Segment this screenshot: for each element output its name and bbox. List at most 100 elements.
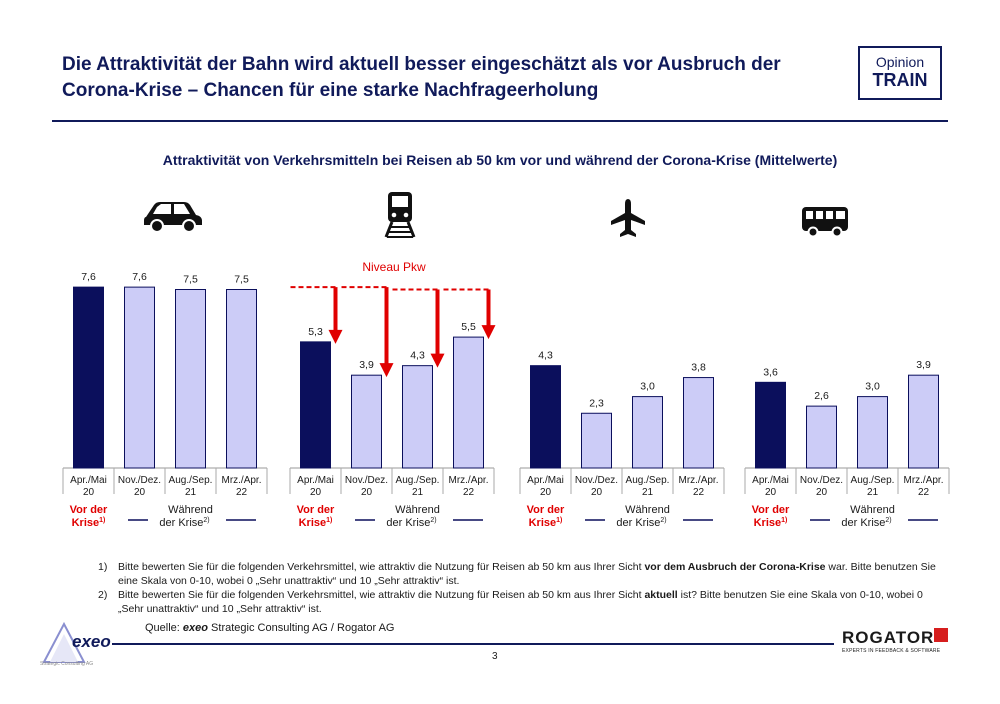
bar-group-4-3 [857, 396, 888, 469]
data-label-group-2-3: 4,3 [410, 350, 425, 362]
bar-group-4-4 [908, 374, 939, 469]
category-label-year: 22 [463, 487, 475, 498]
rogator-logo: ROGATOR [842, 628, 935, 647]
opinion-train-badge: Opinion TRAIN [858, 46, 942, 100]
bar-group-4-2 [806, 405, 837, 469]
category-label-year: 20 [310, 487, 322, 498]
data-label-group-2-1: 5,3 [308, 326, 323, 338]
legend-before-sup: 1) [556, 517, 562, 524]
bar-group-2-2 [351, 374, 382, 469]
page-number: 3 [492, 651, 498, 662]
source-brand: exeo [182, 622, 208, 634]
gap-arrow-head-2 [379, 363, 394, 378]
category-label: Mrz./Apr. [678, 475, 718, 486]
data-label-group-4-3: 3,0 [865, 381, 880, 393]
legend-before-line1: Vor der [527, 504, 565, 516]
category-label-year: 21 [185, 487, 197, 498]
legend-during-line1: Während [168, 504, 213, 516]
plane-icon [611, 199, 645, 237]
bar-group-3-3 [632, 396, 663, 469]
data-label-group-4-2: 2,6 [814, 390, 829, 402]
data-label-group-1-2: 7,6 [132, 271, 147, 283]
legend-before-line1: Vor der [70, 504, 108, 516]
category-label-year: 22 [693, 487, 705, 498]
category-label: Nov./Dez. [800, 475, 843, 486]
category-label-year: 20 [83, 487, 95, 498]
category-label: Aug./Sep. [626, 475, 670, 486]
bar-group-2-4 [453, 336, 484, 469]
source-prefix: Quelle: [145, 622, 183, 634]
category-label: Mrz./Apr. [903, 475, 943, 486]
legend-before-sup: 1) [326, 517, 332, 524]
category-label: Apr./Mai [752, 475, 789, 486]
data-label-group-1-1: 7,6 [81, 271, 96, 283]
legend-during-sup: 2) [660, 517, 666, 524]
data-label-group-1-3: 7,5 [183, 274, 198, 286]
legend-during-sup: 2) [430, 517, 436, 524]
gap-arrow-head-3 [430, 353, 445, 368]
data-label-group-4-4: 3,9 [916, 359, 931, 371]
bar-group-3-2 [581, 412, 612, 469]
category-label-year: 20 [540, 487, 552, 498]
category-label: Mrz./Apr. [448, 475, 488, 486]
bus-icon [802, 207, 848, 237]
rogator-logo-mark [934, 628, 948, 642]
bar-group-1-2 [124, 286, 155, 469]
category-label-year: 21 [412, 487, 424, 498]
footnote-1-bold: vor dem Ausbruch der Corona-Krise [644, 561, 826, 573]
legend-during-sup: 2) [885, 517, 891, 524]
bar-group-1-4 [226, 289, 257, 469]
legend-before-line1: Vor der [297, 504, 335, 516]
legend-during-line2: der Krise2) [159, 517, 209, 529]
category-label: Aug./Sep. [169, 475, 213, 486]
legend-before-sup: 1) [781, 517, 787, 524]
exeo-logo-text: exeo [72, 632, 111, 651]
bar-group-4-1 [755, 381, 786, 469]
data-label-group-3-3: 3,0 [640, 381, 655, 393]
legend-before-sup: 1) [99, 517, 105, 524]
footnote-1: 1) Bitte bewerten Sie für die folgenden … [98, 560, 948, 588]
data-label-group-2-2: 3,9 [359, 359, 374, 371]
data-label-group-1-4: 7,5 [234, 274, 249, 286]
category-label: Apr./Mai [297, 475, 334, 486]
legend-during-line1: Während [850, 504, 895, 516]
data-label-group-4-1: 3,6 [763, 366, 778, 378]
category-label: Nov./Dez. [575, 475, 618, 486]
bar-group-1-3 [175, 289, 206, 469]
category-label-year: 21 [867, 487, 879, 498]
footnote-2-number: 2) [98, 589, 108, 601]
legend-during-line2: der Krise2) [841, 517, 891, 529]
rogator-tagline: EXPERTS IN FEEDBACK & SOFTWARE [842, 648, 941, 654]
legend-before-line1: Vor der [752, 504, 790, 516]
legend-before-line2: Krise1) [72, 517, 106, 529]
footnote-2-text-b: ist? Bitte benutzen Sie eine Skala von 0… [118, 589, 923, 615]
exeo-logo-subtitle: Strategic Consulting AG [40, 661, 94, 667]
legend-before-line2: Krise1) [299, 517, 333, 529]
bar-group-1-1 [73, 286, 104, 469]
category-label: Apr./Mai [70, 475, 107, 486]
source-line: Quelle: exeo Strategic Consulting AG / R… [145, 622, 394, 634]
train-icon [384, 192, 416, 238]
legend-during-line1: Während [625, 504, 670, 516]
chart-title: Attraktivität von Verkehrsmitteln bei Re… [162, 152, 838, 168]
footnote-2: 2) Bitte bewerten Sie für die folgenden … [98, 588, 948, 616]
legend-during-line2: der Krise2) [386, 517, 436, 529]
category-label: Apr./Mai [527, 475, 564, 486]
category-label-year: 20 [765, 487, 777, 498]
bar-group-2-3 [402, 365, 433, 469]
category-label-year: 20 [816, 487, 828, 498]
category-label-year: 20 [134, 487, 146, 498]
legend-before-line2: Krise1) [754, 517, 788, 529]
gap-arrow-head-1 [328, 329, 343, 344]
badge-line2: TRAIN [872, 70, 928, 90]
page-title: Die Attraktivität der Bahn wird aktuell … [62, 54, 781, 101]
car-icon [144, 202, 202, 233]
data-label-group-2-4: 5,5 [461, 321, 476, 333]
header-divider [52, 120, 948, 122]
annotation-niveau-pkw: Niveau Pkw [362, 260, 426, 274]
category-label: Aug./Sep. [396, 475, 440, 486]
legend-during-line1: Während [395, 504, 440, 516]
legend-during-line2: der Krise2) [616, 517, 666, 529]
data-label-group-3-1: 4,3 [538, 350, 553, 362]
category-label-year: 22 [236, 487, 248, 498]
